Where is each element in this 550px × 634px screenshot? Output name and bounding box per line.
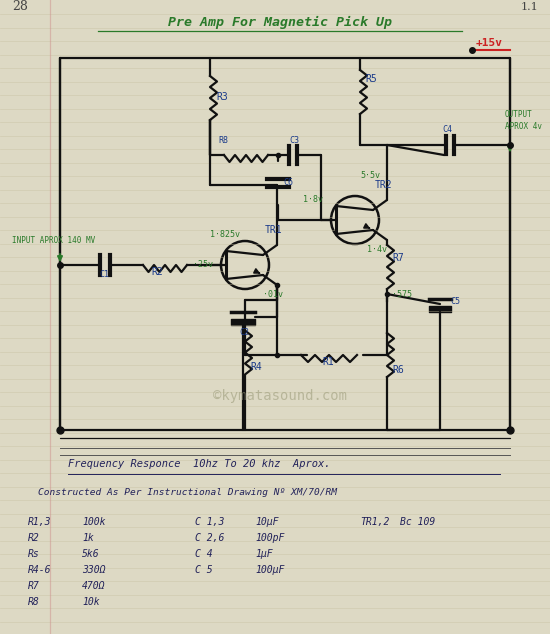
Text: R7: R7 [28,581,40,591]
Text: 1k: 1k [82,533,94,543]
Text: 100k: 100k [82,517,106,527]
Text: TR1: TR1 [265,225,283,235]
Text: 1μF: 1μF [255,549,273,559]
Text: R8: R8 [28,597,40,607]
Text: C5: C5 [450,297,460,306]
Text: C2: C2 [239,328,249,337]
Text: 470Ω: 470Ω [82,581,106,591]
Text: R8: R8 [218,136,228,145]
Text: INPUT APROX 140 MV: INPUT APROX 140 MV [12,236,95,245]
Text: C 1,3: C 1,3 [195,517,224,527]
Text: Constructed As Per Instructional Drawing Nº XM/70/RM: Constructed As Per Instructional Drawing… [38,488,337,497]
Text: 100pF: 100pF [255,533,284,543]
Text: R4-6: R4-6 [28,565,52,575]
Text: 1·8v: 1·8v [303,195,323,204]
Text: R2: R2 [151,267,163,277]
Text: C3: C3 [289,136,299,145]
Text: C6: C6 [283,178,293,187]
Text: 28: 28 [12,0,28,13]
Text: 100μF: 100μF [255,565,284,575]
Text: C 4: C 4 [195,549,213,559]
Text: Pre Amp For Magnetic Pick Up: Pre Amp For Magnetic Pick Up [168,16,392,29]
Text: Bc 109: Bc 109 [400,517,435,527]
Text: R4: R4 [250,363,262,373]
Text: 1·825v: 1·825v [210,230,240,239]
Text: +15v: +15v [476,38,503,48]
Text: TR2: TR2 [375,180,393,190]
Text: R3: R3 [216,92,228,102]
Text: R2: R2 [28,533,40,543]
Text: C1: C1 [99,270,109,279]
Text: R1: R1 [322,357,334,367]
Text: ·575: ·575 [392,290,412,299]
Text: 1·4v: 1·4v [367,245,387,254]
Text: 5k6: 5k6 [82,549,100,559]
Text: C 5: C 5 [195,565,213,575]
Text: R5: R5 [365,74,377,84]
Text: 10μF: 10μF [255,517,278,527]
Text: ·01v: ·01v [263,290,283,299]
Text: C4: C4 [442,125,452,134]
Text: Rs: Rs [28,549,40,559]
Text: 1.1: 1.1 [520,2,538,12]
Text: R7: R7 [392,253,404,263]
Text: 5·5v: 5·5v [360,171,380,180]
Text: OUTPUT: OUTPUT [505,110,533,119]
Text: R1,3: R1,3 [28,517,52,527]
Text: R6: R6 [392,365,404,375]
Text: 330Ω: 330Ω [82,565,106,575]
Text: APROX 4v: APROX 4v [505,122,542,131]
Text: ©kymatasound.com: ©kymatasound.com [213,389,347,403]
Text: C 2,6: C 2,6 [195,533,224,543]
Text: ·25v: ·25v [193,260,213,269]
Text: TR1,2: TR1,2 [360,517,389,527]
Text: 10k: 10k [82,597,100,607]
Text: Frequency Responce  10hz To 20 khz  Aprox.: Frequency Responce 10hz To 20 khz Aprox. [68,459,331,469]
